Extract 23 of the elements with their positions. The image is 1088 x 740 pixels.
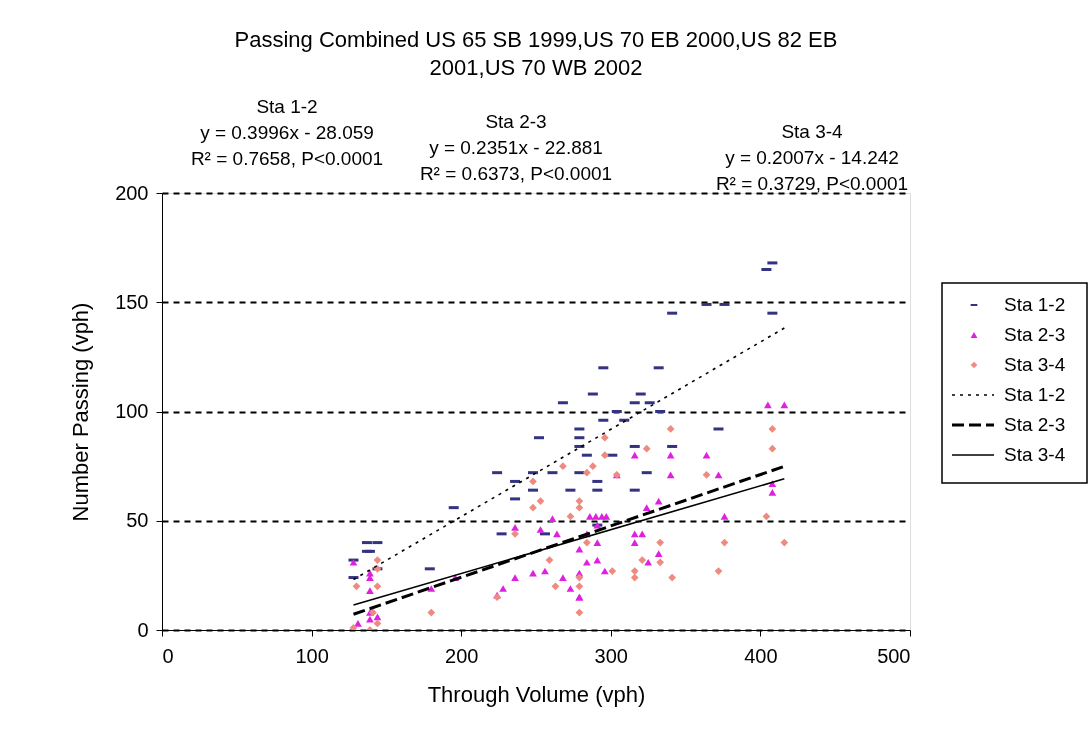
legend-label: Sta 1-2 (1004, 294, 1066, 315)
legend-label: Sta 3-4 (1004, 444, 1066, 465)
y-tick-label: 100 (115, 400, 149, 422)
legend-label: Sta 3-4 (1004, 354, 1066, 375)
x-tick-label: 0 (162, 644, 174, 667)
x-tick-label: 100 (295, 644, 329, 667)
legend-label: Sta 2-3 (1004, 414, 1066, 435)
chart-title: Passing Combined US 65 SB 1999,US 70 EB 2000,US 82 EB 2001,US 70 WB 2002 (234, 27, 838, 80)
y-tick-label: 200 (115, 181, 149, 204)
legend-label: Sta 2-3 (1004, 324, 1066, 345)
y-tick-label: 150 (115, 290, 149, 313)
x-tick-label: 300 (594, 644, 628, 667)
y-tick-label: 0 (137, 618, 149, 641)
x-tick-label: 500 (877, 644, 911, 667)
x-axis-title: Through Volume (vph) (427, 681, 646, 707)
x-tick-label: 200 (445, 644, 479, 667)
text: Sta 1-2 y = 0.3996x - 28.059 R² = 0.7658, P<0.0001 (190, 96, 384, 169)
text: Sta 2-3 y = 0.2351x - 22.881 R² = 0.6373, P<0.0001 (419, 111, 613, 184)
annotation: Sta 3-4 y = 0.2007x - 14.242 R² = 0.3729, P<0.0001 (715, 121, 909, 194)
y-axis-title: Number Passing (vph) (68, 302, 94, 522)
legend-label: Sta 1-2 (1004, 384, 1066, 405)
x-tick-label: 400 (744, 644, 778, 667)
y-tick-label: 50 (126, 509, 149, 532)
